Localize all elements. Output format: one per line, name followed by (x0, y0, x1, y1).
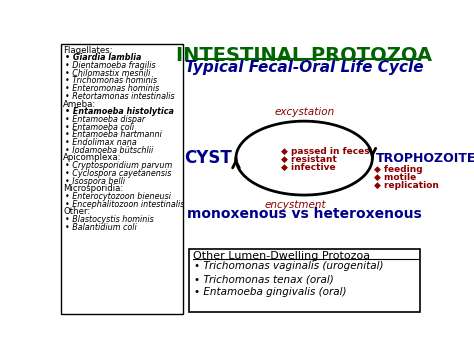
Text: ◆ passed in feces: ◆ passed in feces (281, 147, 370, 157)
Text: • Endolimax nana: • Endolimax nana (64, 138, 137, 147)
Text: ◆ resistant: ◆ resistant (281, 155, 337, 164)
Text: • Balantidium coli: • Balantidium coli (64, 223, 137, 232)
Text: ◆ infective: ◆ infective (281, 163, 336, 172)
Text: ◆ feeding: ◆ feeding (374, 165, 422, 174)
Text: • Giardia lamblia: • Giardia lamblia (64, 53, 141, 62)
Text: INTESTINAL PROTOZOA: INTESTINAL PROTOZOA (176, 46, 432, 65)
Text: • Trichomonas tenax (oral): • Trichomonas tenax (oral) (194, 274, 334, 284)
Text: • Retortamonas intestinalis: • Retortamonas intestinalis (64, 92, 174, 101)
Text: • Cryptosporidium parvum: • Cryptosporidium parvum (64, 161, 172, 170)
Text: excystation: excystation (274, 106, 334, 116)
Text: • Entamoeba histolytica: • Entamoeba histolytica (64, 107, 173, 116)
Text: • Enterocytozoon bieneusi: • Enterocytozoon bieneusi (64, 192, 171, 201)
Text: Ameba:: Ameba: (63, 100, 96, 109)
Text: monoxenous vs heteroxenous: monoxenous vs heteroxenous (187, 207, 421, 222)
Text: • Chilomastix mesnili: • Chilomastix mesnili (64, 69, 150, 78)
Text: • Isospora belli: • Isospora belli (64, 176, 125, 186)
Text: • Blastocystis hominis: • Blastocystis hominis (64, 215, 154, 224)
Text: • Entamoeba coli: • Entamoeba coli (64, 123, 134, 132)
Text: • Entamoeba dispar: • Entamoeba dispar (64, 115, 145, 124)
Text: ◆ replication: ◆ replication (374, 181, 439, 190)
Text: Other Lumen-Dwelling Protozoa: Other Lumen-Dwelling Protozoa (192, 251, 370, 261)
Text: • Trichomonas hominis: • Trichomonas hominis (64, 76, 157, 86)
Text: • Dientamoeba fragilis: • Dientamoeba fragilis (64, 61, 155, 70)
Text: • Enteromonas hominis: • Enteromonas hominis (64, 84, 159, 93)
Text: • Iodamoeba bütschlii: • Iodamoeba bütschlii (64, 146, 153, 155)
Text: • Encephalitozoon intestinalis: • Encephalitozoon intestinalis (64, 200, 184, 209)
Text: Apicomplexa:: Apicomplexa: (63, 153, 122, 163)
FancyBboxPatch shape (190, 249, 420, 312)
Text: • Cyclospora cayetanensis: • Cyclospora cayetanensis (64, 169, 171, 178)
Text: Flagellates:: Flagellates: (63, 46, 113, 55)
Text: ◆ motile: ◆ motile (374, 173, 416, 182)
Text: • Trichomonas vaginalis (urogenital): • Trichomonas vaginalis (urogenital) (194, 261, 383, 271)
Text: • Entamoeba gingivalis (oral): • Entamoeba gingivalis (oral) (194, 288, 346, 297)
Text: Typical Fecal-Oral Life Cycle: Typical Fecal-Oral Life Cycle (185, 60, 423, 75)
Text: CYST: CYST (184, 149, 232, 167)
Text: Microsporidia:: Microsporidia: (63, 184, 123, 193)
FancyBboxPatch shape (61, 44, 183, 315)
Text: encystment: encystment (264, 200, 326, 210)
Text: • Entamoeba hartmanni: • Entamoeba hartmanni (64, 130, 162, 140)
Text: Other:: Other: (63, 207, 91, 217)
Text: TROPHOZOITE: TROPHOZOITE (376, 152, 474, 165)
